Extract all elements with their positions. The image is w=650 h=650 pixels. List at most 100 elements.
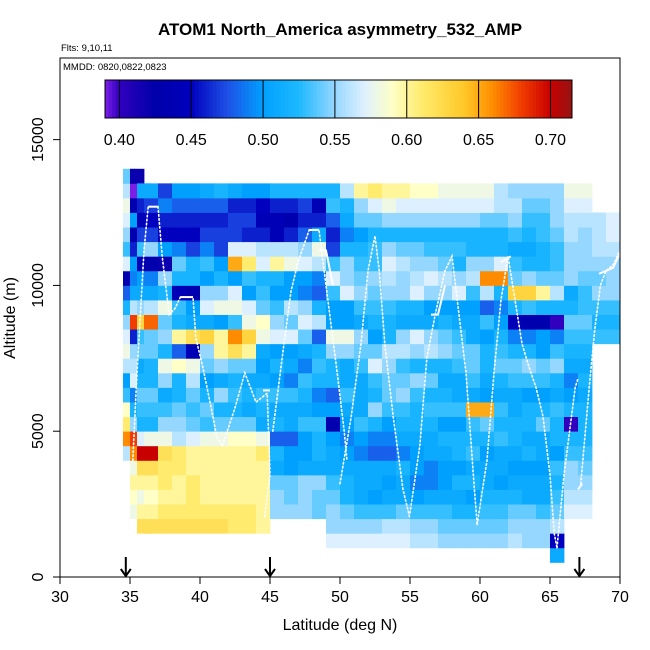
heatmap-cell [326, 431, 341, 447]
heatmap-cell [438, 489, 453, 505]
heatmap-cell [242, 197, 257, 213]
colorbar-swatch [198, 80, 203, 118]
heatmap-cell [284, 197, 299, 213]
heatmap-cell [466, 416, 481, 432]
heatmap-cell [382, 518, 397, 534]
heatmap-cell [480, 372, 495, 388]
heatmap-cell [214, 518, 229, 534]
heatmap-cell [326, 474, 341, 490]
colorbar-swatch [273, 80, 278, 118]
heatmap-cell [200, 343, 215, 359]
heatmap-cell [298, 183, 313, 199]
heatmap-cell [228, 270, 243, 286]
heatmap-cell [424, 300, 439, 315]
heatmap-cell [494, 387, 509, 403]
heatmap-cell [172, 504, 187, 520]
heatmap-cell [606, 329, 621, 345]
heatmap-cell [256, 270, 271, 286]
colorbar-frame [104, 79, 573, 119]
heatmap-cell [452, 474, 467, 490]
heatmap-cell [410, 212, 425, 228]
heatmap-cell [354, 504, 369, 520]
colorbar-swatch [532, 80, 537, 118]
heatmap-cell [284, 241, 299, 257]
flight-track-dotted [132, 205, 224, 462]
heatmap-cell [284, 445, 299, 461]
heatmap-cell [144, 314, 159, 330]
colorbar-swatch [216, 80, 221, 118]
heatmap-cell [578, 402, 593, 418]
x-axis-label: Latitude (deg N) [283, 617, 398, 634]
heatmap-cell [564, 489, 579, 505]
colorbar-swatch [442, 80, 447, 118]
colorbar-swatch [306, 80, 311, 118]
heatmap-cell [494, 489, 509, 505]
heatmap-cell [186, 270, 201, 286]
colorbar-swatch [144, 80, 149, 118]
heatmap-cell [172, 445, 187, 461]
heatmap-cell [256, 300, 271, 315]
colorbar-swatch [223, 80, 228, 118]
colorbar-swatch [241, 80, 246, 118]
heatmap-cell [592, 314, 607, 330]
heatmap-cell [340, 183, 355, 199]
heatmap-cell [396, 285, 411, 301]
heatmap-cell [396, 227, 411, 243]
heatmap-cell [158, 460, 173, 476]
heatmap-cell [494, 445, 509, 461]
heatmap-cell [158, 358, 173, 374]
heatmap-cell [410, 227, 425, 243]
heatmap-cell [312, 460, 327, 476]
heatmap-cell [424, 212, 439, 228]
heatmap-cell [578, 285, 593, 301]
heatmap-cell [144, 197, 159, 213]
heatmap-cell [438, 445, 453, 461]
heatmap-cell [312, 212, 327, 228]
heatmap-cell [354, 197, 369, 213]
heatmap-cell [382, 533, 397, 549]
heatmap-cell [214, 314, 229, 330]
x-tick-label: 50 [331, 589, 349, 606]
colorbar-swatch [234, 80, 239, 118]
heatmap-cell [522, 241, 537, 257]
heatmap-cell [186, 460, 201, 476]
heatmap-cell [228, 518, 243, 534]
heatmap-cell [242, 358, 257, 374]
heatmap-cell [438, 358, 453, 374]
heatmap-cell [284, 343, 299, 359]
colorbar-swatch [460, 80, 465, 118]
heatmap-cell [312, 431, 327, 447]
heatmap-cell [158, 197, 173, 213]
heatmap-cell [536, 285, 551, 301]
colorbar-swatch [510, 80, 516, 118]
heatmap-cell [508, 343, 523, 359]
heatmap-cell [480, 212, 495, 228]
heatmap-cell [354, 183, 369, 199]
heatmap-cell [242, 460, 257, 476]
colorbar-swatch [557, 80, 562, 118]
colorbar-swatch [457, 80, 462, 118]
heatmap-cell [606, 241, 621, 257]
heatmap-cell [508, 445, 523, 461]
heatmap-cell [312, 183, 327, 199]
colorbar: 0.40 0.45 0.50 0.55 0.60 0.65 0.70 [104, 79, 573, 149]
heatmap-cell [354, 445, 369, 461]
heatmap-cell [172, 197, 187, 213]
heatmap-cell [438, 518, 453, 534]
heatmap-cell [494, 241, 509, 257]
heatmap-cell [270, 504, 285, 520]
heatmap-cell [200, 300, 215, 315]
heatmap-cell [242, 212, 257, 228]
heatmap-cell [368, 518, 383, 534]
heatmap-cell [424, 343, 439, 359]
heatmap-cell [256, 416, 271, 432]
heatmap-cell [368, 460, 383, 476]
heatmap-cell [578, 445, 593, 461]
heatmap-cell [312, 343, 327, 359]
heatmap-cell [536, 402, 551, 418]
heatmap-cell [494, 227, 509, 243]
heatmap-cell [340, 256, 355, 272]
heatmap-cell [284, 212, 299, 228]
heatmap-cell [326, 329, 341, 345]
colorbar-swatch [313, 80, 318, 118]
